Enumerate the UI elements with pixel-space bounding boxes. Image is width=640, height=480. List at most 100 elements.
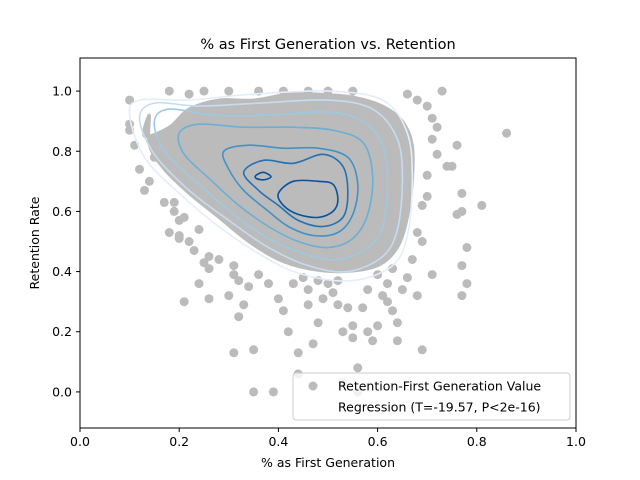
- x-tick-label: 0.2: [169, 434, 189, 449]
- scatter-point: [194, 225, 204, 234]
- scatter-point: [318, 294, 328, 304]
- scatter-point: [348, 86, 358, 96]
- scatter-point: [249, 387, 259, 397]
- x-tick-label: 1.0: [566, 434, 586, 449]
- density-contour-level-7: [277, 179, 339, 219]
- scatter-point: [402, 273, 412, 283]
- scatter-point: [204, 252, 214, 261]
- scatter-point: [229, 348, 239, 358]
- density-contour-level-2: [138, 99, 404, 273]
- legend-label: Regression (T=-19.57, P<2e-16): [338, 400, 541, 415]
- scatter-point: [179, 297, 189, 307]
- scatter-point: [358, 303, 368, 313]
- scatter-point: [353, 363, 363, 373]
- scatter-point: [169, 197, 179, 207]
- scatter-point: [224, 291, 234, 301]
- scatter-point: [457, 206, 467, 216]
- scatter-point: [333, 300, 343, 310]
- x-tick-label: 0.4: [268, 434, 288, 449]
- scatter-point: [452, 140, 462, 150]
- y-axis-label: Retention Rate: [27, 196, 42, 289]
- scatter-point: [392, 318, 402, 328]
- scatter-point: [462, 279, 472, 289]
- legend: Retention-First Generation Value Regressi…: [292, 372, 571, 421]
- density-contour-level-5: [221, 144, 359, 237]
- scatter-point: [313, 318, 323, 328]
- y-tick-label: 0.6: [52, 204, 72, 219]
- scatter-point: [422, 191, 432, 201]
- scatter-point: [288, 279, 298, 289]
- y-tick-label: 0.4: [52, 264, 72, 279]
- scatter-point: [348, 321, 358, 331]
- scatter-point: [422, 170, 432, 180]
- scatter-point: [144, 176, 154, 186]
- scatter-point: [457, 188, 467, 198]
- scatter-point: [363, 285, 373, 295]
- scatter-point: [328, 288, 338, 298]
- scatter-point: [184, 89, 194, 99]
- scatter-point: [373, 321, 383, 331]
- scatter-point: [383, 297, 392, 307]
- density-contour-level-3: [153, 108, 389, 261]
- scatter-point: [308, 339, 318, 349]
- scatter-point: [343, 303, 353, 313]
- scatter-point: [249, 345, 259, 355]
- scatter-point: [388, 306, 397, 316]
- scatter-point: [417, 200, 427, 210]
- scatter-point: [348, 333, 358, 343]
- scatter-point: [407, 255, 417, 264]
- scatter-point: [293, 348, 303, 358]
- scatter-point: [412, 228, 422, 237]
- scatter-point: [412, 291, 422, 301]
- scatter-point: [457, 291, 467, 301]
- x-tick-label: 0.6: [368, 434, 388, 449]
- density-contour-level-1: [128, 90, 414, 282]
- scatter-point: [264, 279, 273, 289]
- scatter-point: [204, 264, 214, 274]
- scatter-point: [179, 212, 189, 222]
- scatter-point: [363, 327, 373, 337]
- scatter-point: [397, 285, 407, 295]
- y-tick-label: 0.8: [52, 144, 72, 159]
- scatter-point: [214, 255, 224, 264]
- scatter-point: [427, 270, 437, 280]
- scatter-point: [412, 95, 422, 105]
- plot-area: [125, 86, 512, 397]
- plot-frame: [79, 57, 577, 429]
- scatter-point: [402, 89, 412, 99]
- x-axis-label: % as First Generation: [261, 455, 395, 470]
- scatter-point: [164, 228, 174, 237]
- scatter-point: [278, 86, 288, 96]
- scatter-point: [502, 128, 512, 138]
- scatter-point: [135, 164, 144, 174]
- density-contour-level-6: [242, 153, 349, 228]
- scatter-point: [457, 261, 467, 271]
- density-contour-level-4: [177, 123, 374, 249]
- scatter-point: [199, 258, 209, 268]
- scatter-point: [234, 312, 244, 322]
- scatter-point: [125, 95, 135, 105]
- legend-label: Retention-First Generation Value: [338, 379, 541, 394]
- scatter-point: [432, 149, 442, 159]
- scatter-point: [437, 86, 447, 96]
- scatter-point: [273, 294, 283, 304]
- legend-marker-points: [308, 381, 318, 391]
- scatter-point: [268, 387, 278, 397]
- chart-title: % as First Generation vs. Retention: [200, 37, 455, 53]
- scatter-point: [140, 185, 149, 195]
- scatter-point: [338, 327, 348, 337]
- scatter-point: [417, 345, 427, 355]
- scatter-point: [189, 246, 199, 255]
- scatter-point: [149, 152, 159, 162]
- scatter-point: [194, 279, 204, 289]
- x-tick-label: 0.0: [70, 434, 90, 449]
- scatter-point: [378, 291, 388, 301]
- y-tick-label: 0.0: [52, 384, 72, 399]
- scatter-point: [184, 237, 194, 246]
- scatter-point: [224, 86, 234, 96]
- legend-box: [292, 372, 571, 421]
- scatter-point: [169, 206, 179, 216]
- scatter-point: [239, 300, 249, 310]
- density-contour-level-8: [254, 171, 272, 181]
